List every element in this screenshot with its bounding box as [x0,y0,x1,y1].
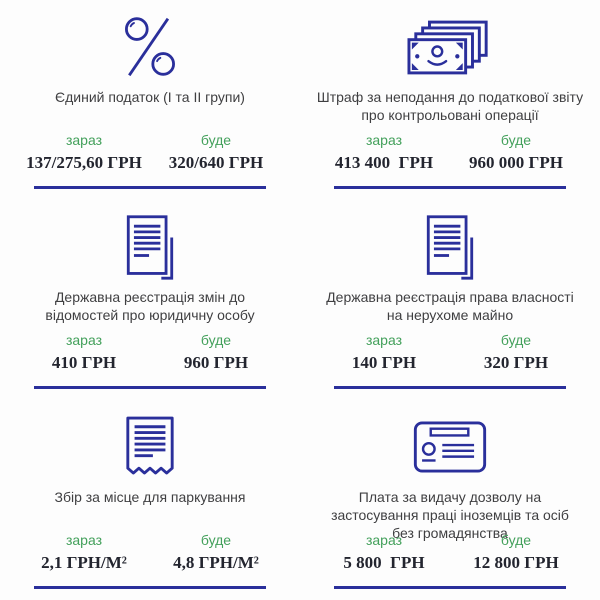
comparison-block: зараз 140 ГРН буде 320 ГРН [318,331,582,389]
now-label: зараз [65,332,103,348]
future-value: 12 800 ГРН [473,553,559,572]
now-value: 140 ГРН [351,353,417,372]
comparison-block: зараз 410 ГРН буде 960 ГРН [18,331,282,389]
card-title: Єдиний податок (І та ІІ групи) [55,89,245,105]
card-title: Державна реєстрація права власності на н… [326,289,574,323]
card-work-permit: Плата за видачу дозволу на застосування … [300,400,600,600]
card-parking-fee: Збір за місце для паркування зараз 2,1 Г… [0,400,300,600]
now-label: зараз [365,332,403,348]
card-title: Державна реєстрація змін до відомостей п… [45,289,255,323]
now-label: зараз [365,532,403,548]
card-property-registration: Державна реєстрація права власності на н… [300,200,600,400]
card-underline [334,186,566,189]
card-underline [34,586,266,589]
card-single-tax: Єдиний податок (І та ІІ групи) зараз 137… [0,0,300,200]
future-label: буде [500,532,532,548]
future-label: буде [500,332,532,348]
now-value: 413 400 ГРН [334,153,434,172]
percent-icon [120,14,180,80]
card-registration-changes: Державна реєстрація змін до відомостей п… [0,200,300,400]
card-title: Збір за місце для паркування [54,489,246,505]
now-label: зараз [65,532,103,548]
card-underline [34,186,266,189]
future-value: 4,8 ГРН/М² [173,553,259,572]
card-underline [334,386,566,389]
comparison-block: зараз 5 800 ГРН буде 12 800 ГРН [318,531,582,589]
comparison-block: зараз 2,1 ГРН/М² буде 4,8 ГРН/М² [18,531,282,589]
future-value: 320 ГРН [483,353,549,372]
now-value: 2,1 ГРН/М² [41,553,127,572]
now-label: зараз [365,132,403,148]
receipt-icon [123,414,177,480]
document-icon [121,214,179,280]
now-value: 137/275,60 ГРН [26,153,142,172]
id-card-icon [413,414,487,480]
future-value: 960 ГРН [183,353,249,372]
now-value: 410 ГРН [51,353,117,372]
document-icon [421,214,479,280]
future-value: 320/640 ГРН [168,153,264,172]
future-label: буде [500,132,532,148]
card-fine-report: Штраф за неподання до податкової звіту п… [300,0,600,200]
card-title: Плата за видачу дозволу на застосування … [331,489,569,541]
card-underline [334,586,566,589]
future-label: буде [200,332,232,348]
card-underline [34,386,266,389]
card-title: Штраф за неподання до податкової звіту п… [316,89,584,123]
now-label: зараз [65,132,103,148]
comparison-block: зараз 137/275,60 ГРН буде 320/640 ГРН [18,131,282,189]
comparison-block: зараз 413 400 ГРН буде 960 000 ГРН [318,131,582,189]
banknotes-icon [407,14,493,80]
future-value: 960 000 ГРН [469,153,563,172]
future-label: буде [200,132,232,148]
now-value: 5 800 ГРН [343,553,425,572]
future-label: буде [200,532,232,548]
